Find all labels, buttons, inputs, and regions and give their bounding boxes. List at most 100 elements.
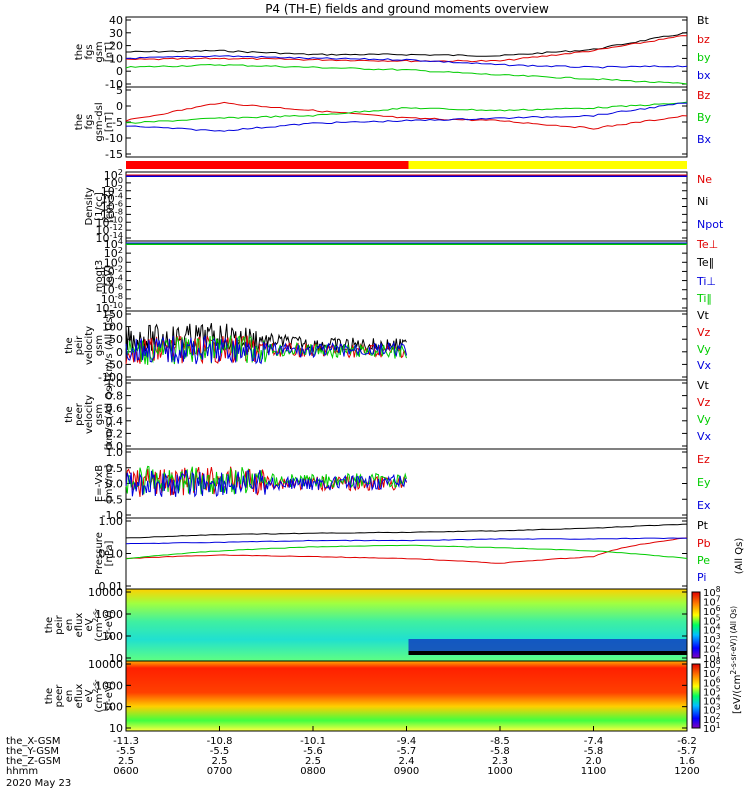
colorbar-tick-label: 108 [703, 585, 721, 599]
y-tick-label: 10-2 [101, 263, 123, 278]
legend-Pi: Pi [697, 571, 706, 584]
x-row-value: 1.6 [679, 756, 695, 767]
legend-Ey: Ey [697, 476, 711, 489]
x-row-label: the_Y-GSM [6, 746, 59, 757]
colorbar-tick-label: 102 [703, 642, 721, 656]
legend-Ne: Ne [697, 173, 712, 186]
y-tick-label: 0.8 [106, 390, 124, 403]
series-line-bz [125, 35, 688, 63]
y-axis-label-line: the [74, 114, 85, 130]
legend-Vx: Vx [697, 359, 712, 372]
y-axis-label: the peer en eflux eV (cm2-s-sr-eV) [44, 679, 115, 713]
y-tick-label: 10-4 [101, 191, 123, 206]
y-tick-label: 0.01 [99, 580, 124, 593]
series-line-bx [125, 55, 688, 69]
x-row-value: 2.5 [118, 756, 134, 767]
y-axis-label: the peer velocity gsm [km/s (All Qs)] [64, 379, 115, 451]
y-axis-label-line: Pressure [94, 532, 105, 575]
plot-title: P4 (TH-E) fields and ground moments over… [265, 2, 549, 16]
colorbar-label-text: [eV/(cm2-s-sr-eV)] (All Qs) [729, 606, 743, 714]
y-tick-label: 10 [109, 652, 123, 665]
y-tick-label: 10-4 [101, 273, 123, 288]
y-axis-label: Pressure [nPa] [94, 532, 115, 575]
x-row-value: 1200 [674, 766, 699, 777]
y-axis-label-line: velocity [84, 395, 95, 434]
legend-by: by [697, 51, 711, 64]
x-row-value: 0600 [113, 766, 138, 777]
y-axis-label-line: en [64, 690, 75, 703]
y-tick-label: 10-12 [96, 222, 123, 237]
y-axis-label-line: gsm-dsl [94, 102, 105, 141]
series-line-Bx [125, 102, 688, 132]
panel-frame [125, 171, 688, 242]
y-tick-label: 10 [109, 722, 123, 735]
y-axis-label-line: [1/cc] [94, 192, 105, 221]
y-tick-label: 10-8 [101, 206, 123, 221]
mode-bar [126, 161, 687, 169]
colorbar [691, 663, 701, 729]
legend-Ni: Ni [697, 195, 708, 208]
y-tick-label: 10-14 [96, 230, 123, 245]
y-axis-label-line: [nT] [104, 112, 115, 132]
colorbar-tick-label: 102 [703, 712, 721, 726]
x-row-value: 1100 [581, 766, 606, 777]
x-row-value: 2.3 [492, 756, 508, 767]
x-row-label: the_Z-GSM [6, 756, 61, 767]
x-row-value: -5.5 [210, 746, 230, 757]
x-row-value: 2.4 [399, 756, 415, 767]
y-tick-label: -10 [105, 78, 123, 91]
y-axis-label-line: (cm2-s- [91, 608, 105, 642]
y-tick-label: 10-10 [96, 214, 123, 229]
series-line-Bz [125, 101, 688, 130]
series-line-Pi [125, 537, 688, 545]
series-line-Pt [125, 523, 688, 539]
x-row-value: 0900 [394, 766, 419, 777]
legend-Te⊥: Te⊥ [696, 238, 718, 251]
y-axis-label-line: eV [84, 618, 95, 631]
y-axis-label-line: en [64, 619, 75, 632]
y-tick-label: -50 [105, 358, 123, 371]
x-row-value: -5.5 [116, 746, 136, 757]
y-axis-label-line: fgs [84, 114, 95, 129]
x-row-value: -10.8 [207, 736, 233, 747]
y-axis-label-line: [km/s (All Qs)] [104, 310, 115, 382]
y-axis-label-line: peir [74, 335, 85, 355]
y-axis-label-line: gsm [94, 404, 105, 425]
y-tick-label: 10-10 [96, 300, 123, 315]
x-row-value: 0800 [300, 766, 325, 777]
pressure-extra-text: (All Qs) [734, 538, 745, 575]
series-line-By [125, 101, 688, 124]
y-tick-label: 102 [104, 245, 123, 260]
y-axis-label: E=-VxB [mV/m] [94, 465, 115, 503]
y-tick-label: 1.0 [106, 377, 124, 390]
legend-Vt: Vt [697, 309, 710, 322]
y-tick-label: 0.10 [99, 548, 124, 561]
mode-bar-fast [408, 161, 687, 169]
y-axis-label-line: Density [84, 187, 95, 225]
x-row-value: 0700 [207, 766, 232, 777]
panel-frame [125, 16, 688, 88]
y-tick-label: -1.0 [102, 509, 123, 522]
legend-Ez: Ez [697, 453, 710, 466]
colorbar [691, 591, 701, 659]
colorbar-tick-label: 108 [703, 657, 721, 671]
y-tick-label: 100 [102, 701, 123, 714]
y-axis-label-line: sr-eV) [104, 610, 115, 639]
spectrogram-peer-spec [126, 661, 687, 731]
y-tick-label: 150 [102, 308, 123, 321]
y-tick-label: 10-2 [101, 183, 123, 198]
y-axis-label: the fgs gsm [nT] [74, 41, 115, 62]
y-tick-label: 40 [109, 14, 123, 27]
y-axis-label-line: the [44, 688, 55, 704]
y-tick-label: 0.4 [106, 415, 124, 428]
x-row-value: 1000 [487, 766, 512, 777]
y-tick-label: 1.00 [99, 515, 124, 528]
pressure-extra-label: (All Qs) [734, 538, 745, 575]
y-axis-label-line: eflux [74, 684, 85, 709]
x-row-value: -9.4 [397, 736, 417, 747]
legend-Ti‖: Ti‖ [696, 292, 712, 305]
y-axis-label-line: the [74, 44, 85, 60]
